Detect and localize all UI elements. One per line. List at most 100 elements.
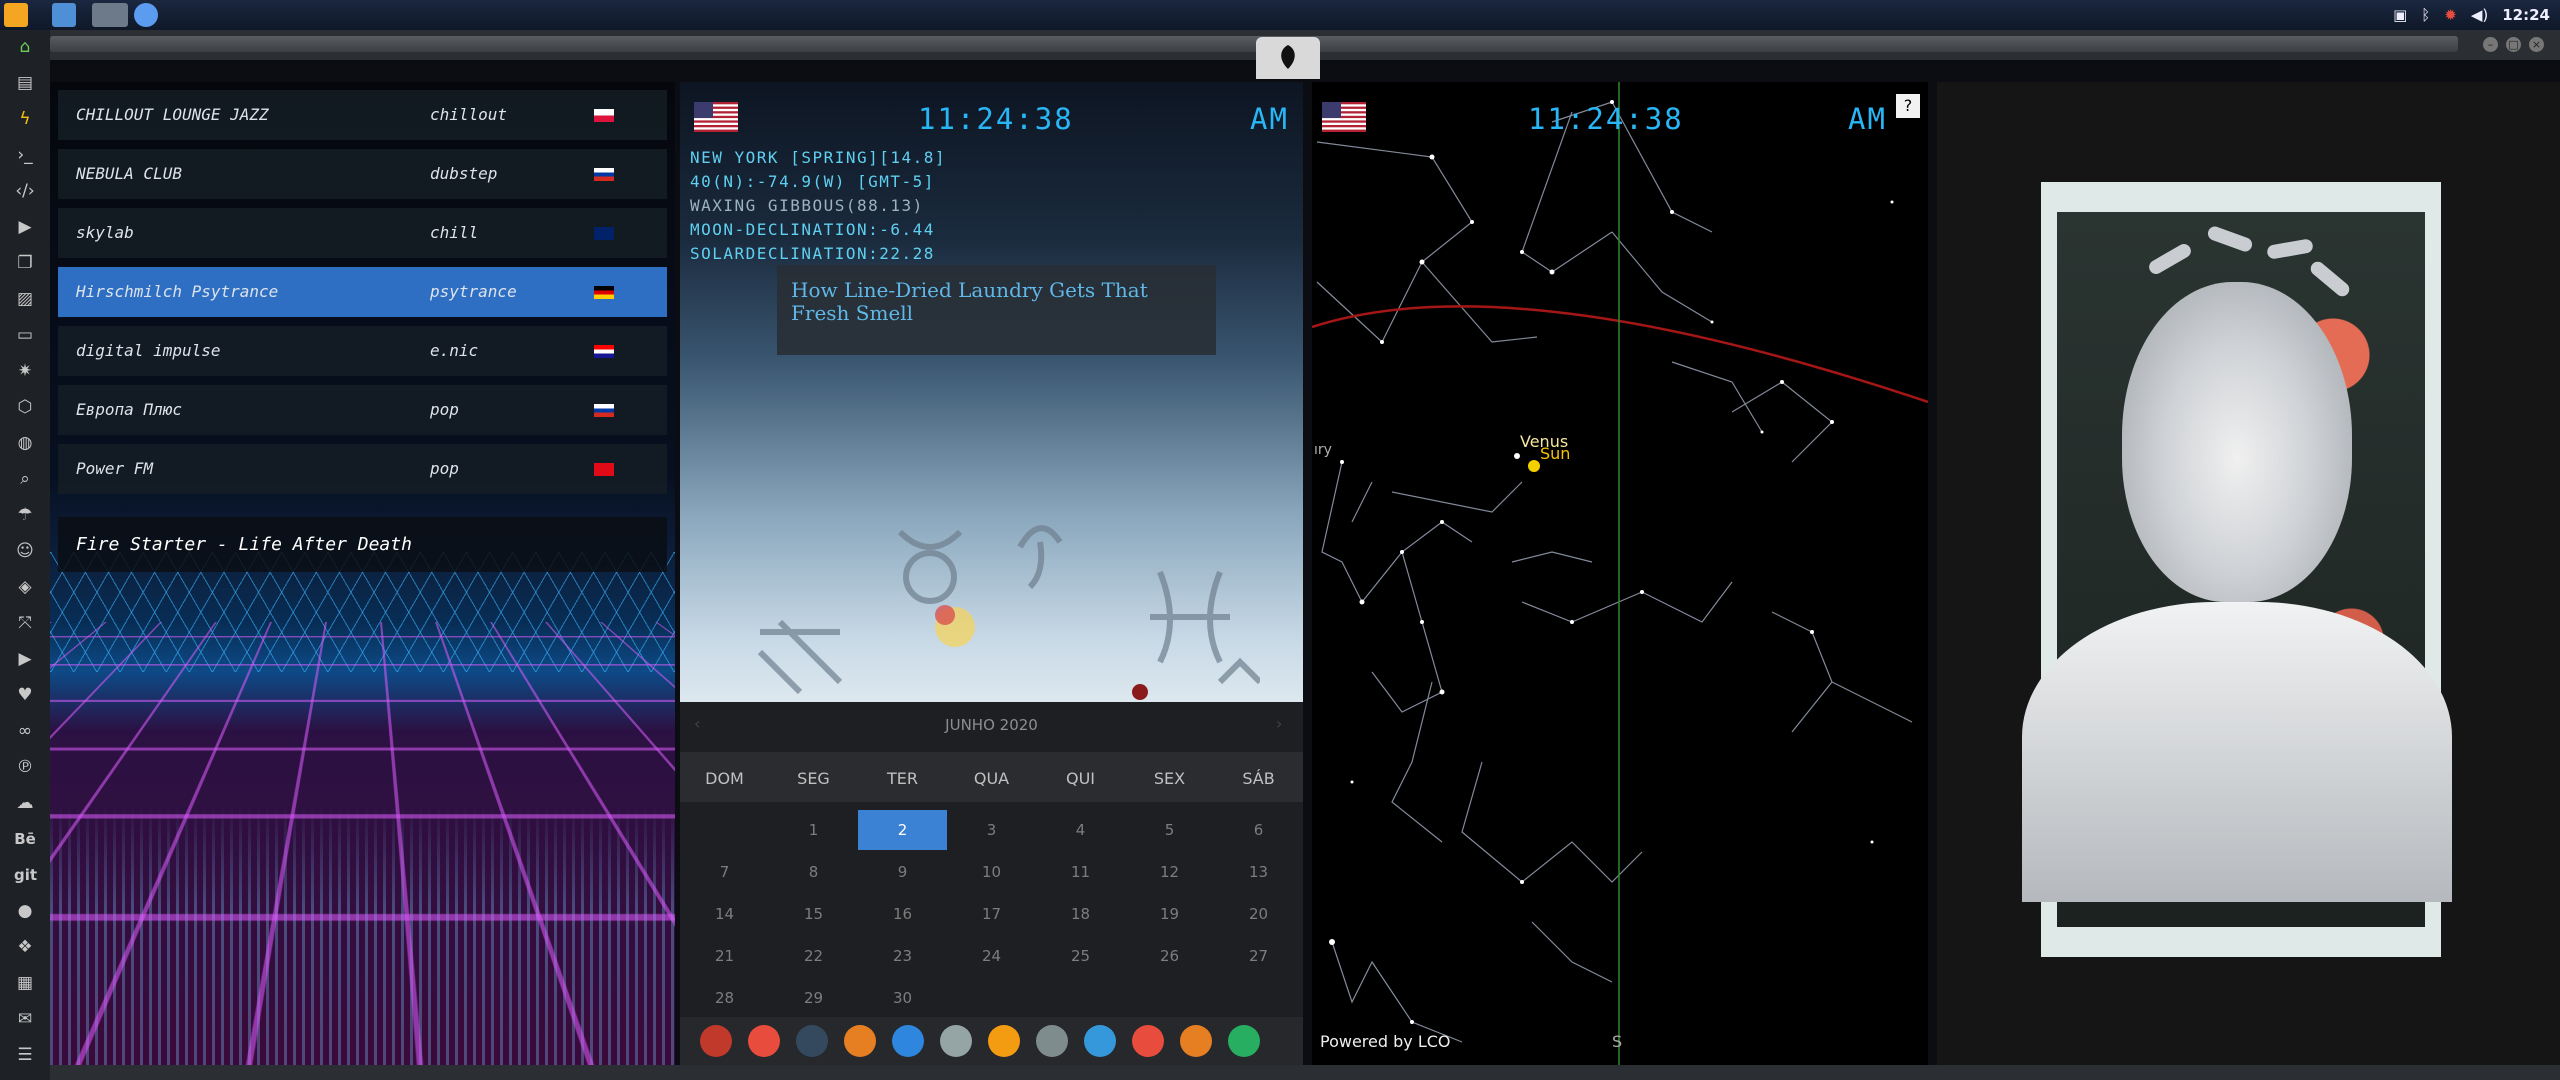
document-icon[interactable]: ▤ [14,72,36,94]
calendar-icon[interactable] [1132,1025,1164,1057]
calendar-day[interactable]: 22 [769,936,858,976]
cloud-icon[interactable]: ☁ [14,792,36,814]
code-icon[interactable]: ‹/› [14,180,36,202]
globe-icon[interactable]: ◍ [14,432,36,454]
screenshot-icon[interactable]: ▣ [2393,6,2407,24]
minimize-icon[interactable]: – [2483,37,2498,52]
station-row[interactable]: Power FM pop [58,444,667,494]
news-headline[interactable]: How Line-Dried Laundry Gets That Fresh S… [791,279,1201,325]
window-thumbnail-icon[interactable] [92,3,128,27]
copy-icon[interactable]: ❐ [14,252,36,274]
calendar-day[interactable]: 24 [947,936,1036,976]
calendar-day[interactable]: 5 [1125,810,1214,850]
play-icon[interactable]: ▶ [14,216,36,238]
calendar-day[interactable]: 9 [858,852,947,892]
station-row[interactable]: Hirschmilch Psytrance psytrance [58,267,667,317]
calendar-day[interactable]: 10 [947,852,1036,892]
web-browser-icon[interactable] [1084,1025,1116,1057]
cubes-icon[interactable]: ❖ [14,936,36,958]
pinterest-icon[interactable]: ℗ [14,756,36,778]
search-icon[interactable] [988,1025,1020,1057]
tag-icon[interactable]: ◈ [14,576,36,598]
calendar-day[interactable]: 14 [680,894,769,934]
calendar-day[interactable]: 28 [680,978,769,1018]
globe-dark-icon[interactable] [796,1025,828,1057]
heart-icon[interactable]: ♥ [14,684,36,706]
map-icon[interactable]: ▦ [14,972,36,994]
calendar-day[interactable]: 27 [1214,936,1303,976]
calendar-day[interactable]: 3 [947,810,1036,850]
country-flag-icon [594,109,614,122]
calendar-day[interactable]: 12 [1125,852,1214,892]
search-icon[interactable]: ⌕ [14,468,36,490]
calendar-day[interactable]: 23 [858,936,947,976]
calendar-day[interactable]: 20 [1214,894,1303,934]
calendar-day[interactable]: 30 [858,978,947,1018]
calendar-day[interactable]: 8 [769,852,858,892]
calendar-day[interactable]: 6 [1214,810,1303,850]
chrome-icon[interactable] [134,3,158,27]
calendar-day[interactable]: 4 [1036,810,1125,850]
github-icon[interactable]: ● [14,900,36,922]
station-row[interactable]: skylab chill [58,208,667,258]
calendar-day[interactable]: 15 [769,894,858,934]
audio-visualizer [50,805,675,1065]
calendar-day[interactable]: 18 [1036,894,1125,934]
clock-icon[interactable] [1036,1025,1068,1057]
home-icon[interactable]: ⌂ [14,36,36,58]
next-month-icon[interactable]: › [1276,714,1282,733]
server-icon[interactable]: ☰ [14,1044,36,1066]
alert-gear-icon[interactable]: ✹ [2444,6,2457,24]
radio-station-panel: CHILLOUT LOUNGE JAZZ chillout NEBULA CLUB d… [50,82,675,1065]
card-icon[interactable]: ▭ [14,324,36,346]
news-icon[interactable] [940,1025,972,1057]
sublime-text-icon[interactable] [4,3,28,27]
image-icon[interactable]: ▨ [14,288,36,310]
calendar-day[interactable]: 25 [1036,936,1125,976]
window-titlebar[interactable] [50,36,2458,52]
station-row[interactable]: CHILLOUT LOUNGE JAZZ chillout [58,90,667,140]
maximize-icon[interactable]: □ [2506,37,2521,52]
calendar-day[interactable]: 21 [680,936,769,976]
youtube-icon[interactable]: ▶ [14,648,36,670]
arch-icon[interactable] [700,1025,732,1057]
calendar-day[interactable]: 19 [1125,894,1214,934]
volume-icon[interactable]: ◀) [2471,6,2488,24]
close-icon[interactable]: × [2529,37,2544,52]
contact-icon[interactable]: ☺ [14,540,36,562]
mail-icon[interactable]: ✉ [14,1008,36,1030]
station-row[interactable]: digital impulse e.nic [58,326,667,376]
settings-icon[interactable]: ✷ [14,360,36,382]
station-genre: dubstep [430,164,497,183]
yandex-icon[interactable] [1228,1025,1260,1057]
behance-icon[interactable]: Bē [14,828,36,850]
calendar-day[interactable]: 1 [769,810,858,850]
hexagon-icon[interactable]: ⬡ [14,396,36,418]
calendar-day[interactable]: 2 [858,810,947,850]
news-card[interactable]: How Line-Dried Laundry Gets That Fresh S… [777,265,1216,355]
expand-icon[interactable]: ⤧ [14,612,36,634]
image-viewer-icon[interactable] [844,1025,876,1057]
umbrella-icon[interactable]: ☂ [14,504,36,526]
calendar-day[interactable]: 29 [769,978,858,1018]
calendar-day[interactable]: 7 [680,852,769,892]
terminal-icon[interactable]: ›_ [14,144,36,166]
calendar-day[interactable]: 26 [1125,936,1214,976]
file-manager-icon[interactable] [52,3,76,27]
calendar-day[interactable]: 16 [858,894,947,934]
bolt-icon[interactable]: ϟ [14,108,36,130]
calendar-day[interactable]: 13 [1214,852,1303,892]
calendar-day[interactable]: 17 [947,894,1036,934]
terminal-arrow-icon[interactable] [1180,1025,1212,1057]
station-row[interactable]: NEBULA CLUB dubstep [58,149,667,199]
bluetooth-icon[interactable]: ᛒ [2421,6,2430,24]
lastfm-icon[interactable]: ∞ [14,720,36,742]
translate-icon[interactable] [892,1025,924,1057]
calendar-day[interactable]: 11 [1036,852,1125,892]
help-button[interactable]: ? [1896,94,1920,118]
hourglass-icon[interactable] [748,1025,780,1057]
station-row[interactable]: Европа Плюс pop [58,385,667,435]
tray-clock[interactable]: 12:24 [2502,6,2550,24]
git-icon[interactable]: git [14,864,36,886]
month-label: JUNHO 2020 [680,716,1303,734]
